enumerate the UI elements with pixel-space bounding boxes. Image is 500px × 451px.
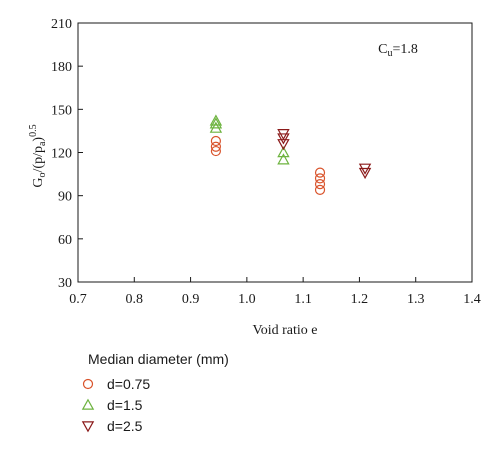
legend-title: Median diameter (mm) xyxy=(88,351,229,367)
data-point xyxy=(210,135,221,147)
x-tick-label: 0.9 xyxy=(182,292,200,307)
data-point xyxy=(314,179,326,190)
y-tick-label: 60 xyxy=(58,233,72,248)
y-tick-label: 180 xyxy=(51,60,72,75)
x-tick-label: 1.2 xyxy=(351,292,369,307)
data-point xyxy=(277,129,290,141)
data-point xyxy=(277,133,290,145)
data-point xyxy=(314,167,326,178)
data-point xyxy=(277,153,290,165)
legend-marker xyxy=(81,421,95,433)
axes: 0.7 0.8 0.9 1.0 1.1 1.2 1.3 1.4 30 60 90 120 150 180 2… xyxy=(51,17,481,307)
data-point xyxy=(358,167,372,180)
x-tick-label: 1.1 xyxy=(294,292,312,307)
x-axis-label: Void ratio e xyxy=(252,323,317,338)
series-d=0.75 xyxy=(210,135,326,196)
legend-item: d=0.75 xyxy=(82,376,150,392)
data-point xyxy=(358,163,372,175)
legend: Median diameter (mm) d=0.75 d=1.5 d=2.5 xyxy=(81,351,229,434)
legend-label: d=2.5 xyxy=(107,418,143,434)
data-point xyxy=(209,117,223,129)
y-tick-label: 210 xyxy=(51,17,72,32)
data-point xyxy=(277,146,290,158)
legend-item: d=2.5 xyxy=(81,418,143,434)
y-tick-label: 120 xyxy=(51,147,72,162)
data-point xyxy=(210,145,221,157)
legend-label: d=0.75 xyxy=(107,376,150,392)
legend-item: d=1.5 xyxy=(81,397,143,413)
legend-marker xyxy=(82,378,94,390)
series-d=1.5 xyxy=(209,114,290,165)
data-point xyxy=(314,184,326,196)
x-tick-label: 0.7 xyxy=(69,292,87,307)
y-tick-label: 150 xyxy=(51,103,72,118)
legend-marker xyxy=(81,398,95,410)
x-tick-label: 1.0 xyxy=(238,292,256,307)
annotation-cu: Cu=1.8 xyxy=(378,42,418,59)
y-tick-label: 30 xyxy=(58,276,72,291)
x-tick-label: 0.8 xyxy=(126,292,144,307)
data-point xyxy=(209,114,223,126)
series-d=2.5 xyxy=(277,129,372,180)
data-point xyxy=(314,173,326,184)
y-tick-label: 90 xyxy=(58,190,72,205)
data-marks xyxy=(209,114,372,196)
y-axis-label: Go/(p/pa)0.5 xyxy=(28,124,48,187)
plot-frame xyxy=(77,22,473,283)
x-tick-label: 1.4 xyxy=(463,292,481,307)
x-tick-label: 1.3 xyxy=(407,292,425,307)
legend-label: d=1.5 xyxy=(107,397,143,413)
data-point xyxy=(210,141,221,152)
